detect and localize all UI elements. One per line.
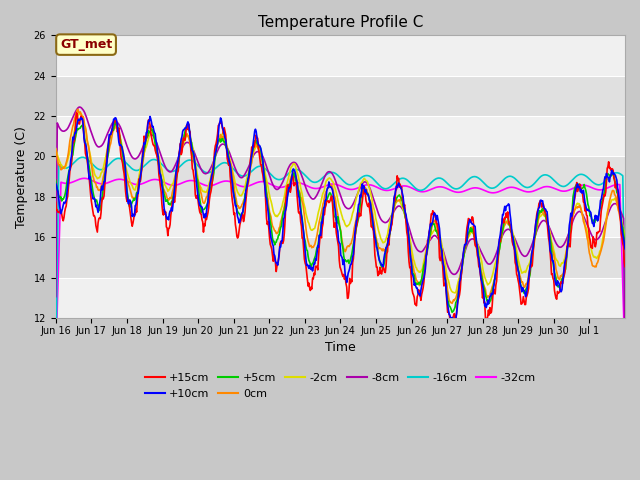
Legend: +15cm, +10cm, +5cm, 0cm, -2cm, -8cm, -16cm, -32cm: +15cm, +10cm, +5cm, 0cm, -2cm, -8cm, -16…	[140, 369, 540, 403]
+10cm	[119, 147, 127, 153]
+5cm	[252, 138, 260, 144]
Line: -2cm: -2cm	[56, 114, 625, 293]
+5cm	[400, 205, 408, 211]
Text: GT_met: GT_met	[60, 38, 112, 51]
-16cm	[52, 359, 60, 365]
0cm	[400, 202, 408, 207]
-16cm	[120, 157, 127, 163]
-8cm	[52, 294, 60, 300]
+5cm	[224, 149, 232, 155]
-32cm	[274, 184, 282, 190]
-8cm	[120, 132, 127, 138]
-32cm	[120, 177, 127, 183]
-32cm	[252, 180, 260, 186]
+10cm	[451, 319, 459, 324]
0cm	[52, 147, 60, 153]
-2cm	[621, 234, 629, 240]
-8cm	[621, 353, 629, 359]
-16cm	[432, 176, 440, 182]
Line: +5cm: +5cm	[56, 121, 625, 312]
-8cm	[274, 186, 282, 192]
+10cm	[400, 202, 408, 207]
Bar	[56, 116, 625, 156]
+5cm	[432, 228, 440, 234]
-2cm	[252, 143, 260, 149]
Bar	[56, 197, 625, 237]
-2cm	[77, 111, 85, 117]
-8cm	[400, 209, 408, 215]
+15cm	[120, 166, 127, 172]
-2cm	[451, 290, 459, 296]
+15cm	[224, 159, 232, 165]
+10cm	[224, 154, 232, 159]
-16cm	[79, 155, 86, 160]
-16cm	[400, 176, 408, 181]
-8cm	[432, 233, 440, 239]
X-axis label: Time: Time	[325, 341, 356, 354]
-8cm	[76, 104, 83, 110]
0cm	[274, 230, 282, 236]
+15cm	[73, 110, 81, 116]
Bar	[56, 76, 625, 116]
Bar	[56, 237, 625, 277]
+5cm	[52, 177, 60, 183]
+15cm	[621, 264, 629, 270]
-2cm	[120, 151, 127, 156]
-8cm	[252, 149, 260, 155]
0cm	[432, 220, 440, 226]
+15cm	[400, 205, 408, 211]
-2cm	[400, 208, 408, 214]
-2cm	[52, 146, 60, 152]
Line: 0cm: 0cm	[56, 109, 625, 303]
Line: +10cm: +10cm	[56, 117, 625, 322]
Line: -16cm: -16cm	[56, 157, 625, 362]
+15cm	[252, 132, 260, 138]
Bar	[56, 36, 625, 76]
Title: Temperature Profile C: Temperature Profile C	[258, 15, 423, 30]
+15cm	[274, 261, 282, 267]
Bar	[56, 156, 625, 197]
+10cm	[621, 246, 629, 252]
+10cm	[252, 128, 260, 134]
+5cm	[274, 236, 282, 242]
-2cm	[224, 149, 232, 155]
-16cm	[621, 318, 629, 324]
+5cm	[448, 310, 456, 315]
Line: -8cm: -8cm	[56, 107, 625, 356]
-2cm	[432, 227, 440, 232]
0cm	[448, 300, 456, 306]
0cm	[252, 140, 260, 146]
+5cm	[120, 155, 127, 161]
-32cm	[52, 355, 60, 361]
Bar	[56, 277, 625, 318]
-32cm	[621, 357, 629, 363]
-8cm	[224, 146, 232, 152]
-32cm	[432, 185, 440, 191]
+15cm	[432, 216, 440, 221]
0cm	[120, 156, 127, 162]
+10cm	[146, 114, 154, 120]
+5cm	[621, 242, 629, 248]
Line: -32cm: -32cm	[56, 179, 625, 360]
-2cm	[274, 213, 282, 219]
+15cm	[52, 199, 60, 205]
Y-axis label: Temperature (C): Temperature (C)	[15, 126, 28, 228]
0cm	[74, 107, 82, 112]
+15cm	[447, 322, 455, 328]
+5cm	[111, 119, 119, 124]
-16cm	[274, 177, 282, 182]
+10cm	[52, 181, 60, 187]
-16cm	[252, 165, 260, 170]
0cm	[621, 243, 629, 249]
-32cm	[224, 178, 232, 184]
+10cm	[432, 213, 440, 218]
+10cm	[274, 262, 282, 268]
-32cm	[400, 183, 408, 189]
-32cm	[80, 176, 88, 181]
Line: +15cm: +15cm	[56, 113, 625, 325]
0cm	[224, 150, 232, 156]
-16cm	[224, 161, 232, 167]
